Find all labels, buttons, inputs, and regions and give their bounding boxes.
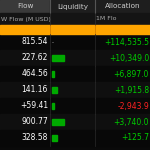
Bar <box>0 82 150 98</box>
Text: +10,349.0: +10,349.0 <box>109 54 149 63</box>
Bar <box>52 55 64 61</box>
Text: W Flow (M USD): W Flow (M USD) <box>1 16 51 21</box>
Text: +59.41: +59.41 <box>20 102 48 111</box>
Bar <box>50 0 95 13</box>
Text: 815.54: 815.54 <box>21 38 48 46</box>
Text: -2,943.9: -2,943.9 <box>117 102 149 111</box>
Text: 328.58: 328.58 <box>22 134 48 142</box>
Text: +3,740.0: +3,740.0 <box>114 117 149 126</box>
Text: 464.56: 464.56 <box>21 69 48 78</box>
Text: 1M Flo: 1M Flo <box>96 16 117 21</box>
Text: Liquidity: Liquidity <box>57 3 88 9</box>
Bar <box>95 0 150 13</box>
Bar <box>52 87 57 93</box>
Text: +125.7: +125.7 <box>121 134 149 142</box>
Bar <box>0 50 150 66</box>
Bar <box>0 66 150 82</box>
Bar <box>0 13 150 25</box>
Bar <box>52 119 64 125</box>
Text: +114,535.5: +114,535.5 <box>104 38 149 46</box>
Bar <box>0 114 150 130</box>
Bar <box>0 34 150 50</box>
Bar <box>52 103 54 109</box>
Text: Allocation: Allocation <box>105 3 140 9</box>
Text: 900.77: 900.77 <box>21 117 48 126</box>
Bar <box>52 135 57 141</box>
Text: +6,897.0: +6,897.0 <box>114 69 149 78</box>
Text: Flow: Flow <box>17 3 33 9</box>
Text: +1,915.8: +1,915.8 <box>114 85 149 94</box>
Text: 227.62: 227.62 <box>22 54 48 63</box>
Bar <box>0 0 50 13</box>
Bar <box>52 71 54 77</box>
Bar <box>0 130 150 146</box>
Text: 141.16: 141.16 <box>22 85 48 94</box>
Bar <box>0 98 150 114</box>
Bar <box>0 25 150 34</box>
